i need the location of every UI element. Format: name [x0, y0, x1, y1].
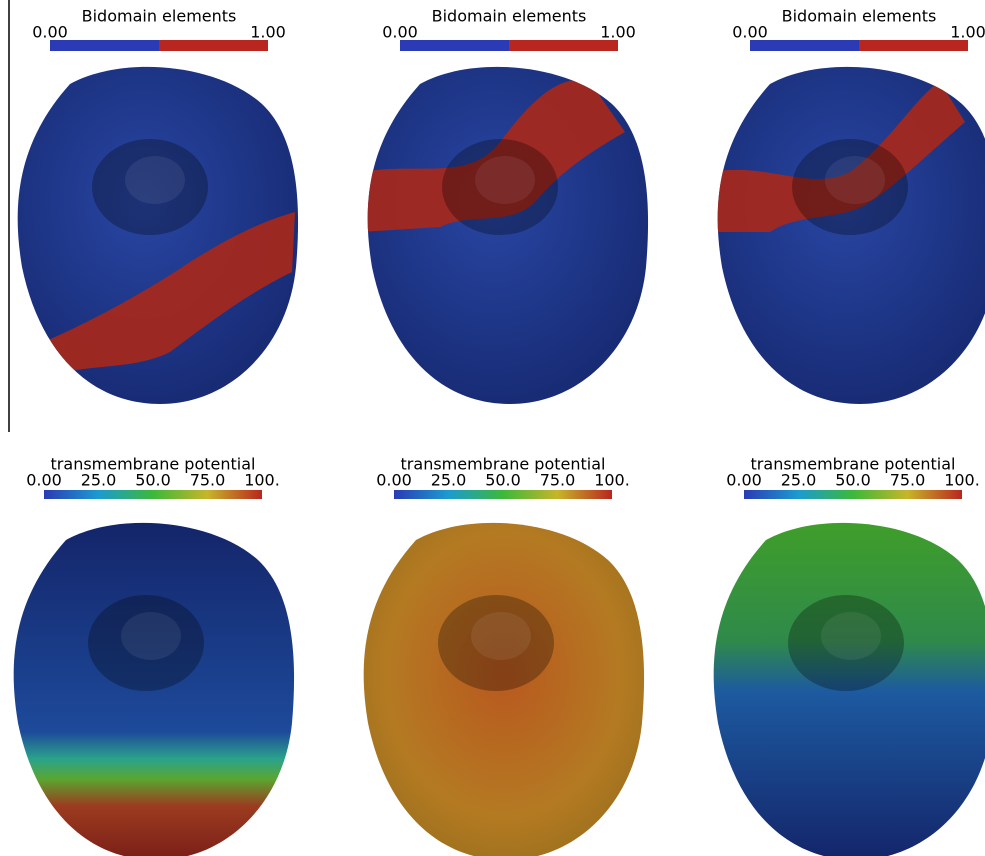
heart	[367, 66, 649, 405]
heart	[17, 66, 299, 405]
heart-detail	[20, 139, 295, 380]
ventricle-cavity	[792, 139, 908, 235]
heart-detail	[788, 595, 904, 691]
colorbar-label: 100.	[594, 471, 630, 490]
colorbar-label: 0.00	[26, 471, 62, 490]
activation-band	[367, 80, 625, 232]
colorbar-label: 1.00	[600, 23, 636, 42]
ventricle-inner	[121, 612, 181, 660]
panel-title: Bidomain elements	[782, 7, 937, 26]
heart-surface	[713, 522, 985, 856]
colorbar	[744, 490, 962, 499]
ventricle-inner	[125, 156, 185, 204]
colorbar-low	[750, 40, 859, 51]
activation-band	[717, 82, 965, 232]
colorbar-label: 0.00	[726, 471, 762, 490]
ventricle-cavity	[442, 139, 558, 235]
ventricle-inner	[471, 612, 531, 660]
activation-band	[20, 212, 295, 380]
colorbar-label: 25.0	[431, 471, 467, 490]
colorbar-low	[400, 40, 509, 51]
ventricle-inner	[821, 612, 881, 660]
colorbar-label: 50.0	[485, 471, 521, 490]
heart	[363, 522, 645, 856]
colorbar-label: 100.	[944, 471, 980, 490]
panel: Bidomain elements 0.00 1.00	[717, 7, 985, 404]
colorbar-high	[509, 40, 618, 51]
ventricle-cavity	[438, 595, 554, 691]
panel-title: transmembrane potential	[401, 455, 606, 474]
ventricle-cavity	[88, 595, 204, 691]
panel-title: Bidomain elements	[82, 7, 237, 26]
colorbar-label: 0.00	[32, 23, 68, 42]
colorbar-label: 0.00	[732, 23, 768, 42]
colorbar-label: 1.00	[950, 23, 985, 42]
heart	[717, 66, 985, 404]
colorbar-low	[50, 40, 159, 51]
colorbar-label: 25.0	[81, 471, 117, 490]
ventricle-cavity	[92, 139, 208, 235]
heart-surface	[17, 66, 299, 405]
colorbar	[44, 490, 262, 499]
colorbar-high	[859, 40, 968, 51]
heart-surface	[13, 522, 295, 856]
panel-title: transmembrane potential	[51, 455, 256, 474]
colorbar-label: 75.0	[540, 471, 576, 490]
ventricle-cavity	[788, 595, 904, 691]
panel: Bidomain elements 0.00 1.00	[367, 7, 649, 405]
heart	[13, 522, 295, 856]
colorbar-label: 50.0	[835, 471, 871, 490]
colorbar	[394, 490, 612, 499]
heart-detail	[717, 82, 965, 235]
colorbar-label: 100.	[244, 471, 280, 490]
panel-title: Bidomain elements	[432, 7, 587, 26]
ventricle-inner	[825, 156, 885, 204]
panel: Bidomain elements 0.00 1.00	[17, 7, 299, 405]
colorbar-label: 0.00	[382, 23, 418, 42]
colorbar-label: 1.00	[250, 23, 286, 42]
heart-detail	[367, 80, 625, 235]
panel-title: transmembrane potential	[751, 455, 956, 474]
colorbar-label: 75.0	[190, 471, 226, 490]
ventricle-inner	[475, 156, 535, 204]
colorbar-high	[159, 40, 268, 51]
heart-detail	[438, 595, 554, 691]
heart-surface	[363, 522, 645, 856]
heart-detail	[88, 595, 204, 691]
heart	[713, 522, 985, 856]
colorbar-label: 25.0	[781, 471, 817, 490]
colorbar-label: 50.0	[135, 471, 171, 490]
colorbar-label: 0.00	[376, 471, 412, 490]
colorbar-label: 75.0	[890, 471, 926, 490]
